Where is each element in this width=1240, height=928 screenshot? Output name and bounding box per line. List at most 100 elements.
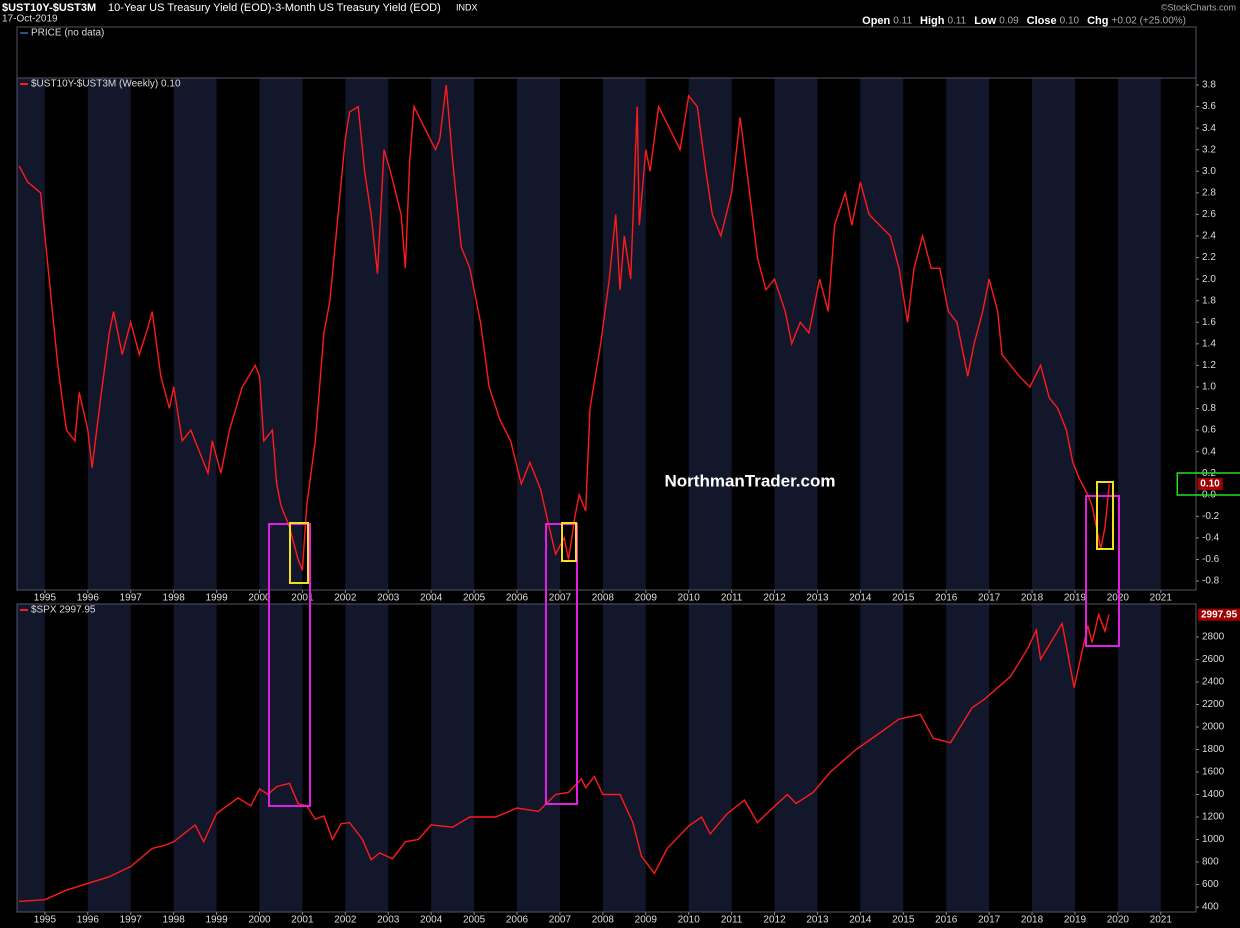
annotation-box	[289, 522, 309, 584]
year-band	[431, 604, 475, 912]
x-tick-label: 2002	[334, 915, 357, 926]
x-tick-label: 2017	[978, 915, 1001, 926]
y-tick-label: 0.6	[1202, 425, 1216, 436]
y-tick-label: 2200	[1202, 699, 1225, 710]
y-tick-label: 1400	[1202, 789, 1225, 800]
x-tick-label: 1997	[120, 593, 143, 604]
x-tick-label: 2011	[721, 915, 743, 926]
x-tick-label: 2011	[721, 593, 743, 604]
stat-label: Open	[862, 15, 890, 27]
last-value-label: 2997.95	[1201, 609, 1238, 620]
year-band	[946, 604, 990, 912]
exchange: INDX	[456, 2, 478, 12]
y-tick-label: 3.4	[1202, 123, 1216, 134]
x-tick-label: 2019	[1064, 915, 1087, 926]
year-band	[1117, 604, 1161, 912]
x-tick-label: 2014	[849, 593, 872, 604]
x-tick-label: 1996	[77, 593, 100, 604]
x-tick-label: 2012	[763, 593, 786, 604]
x-tick-label: 2018	[1021, 593, 1044, 604]
stat-label: Chg	[1087, 15, 1108, 27]
y-tick-label: 2.8	[1202, 187, 1216, 198]
x-tick-label: 2015	[892, 593, 915, 604]
y-tick-label: 2.2	[1202, 252, 1216, 263]
x-tick-label: 2005	[463, 593, 486, 604]
y-tick-label: 3.8	[1202, 80, 1216, 91]
y-tick-label: 2.4	[1202, 231, 1216, 242]
last-value-box	[1197, 477, 1223, 490]
x-tick-label: 2013	[806, 593, 829, 604]
x-tick-label: 2002	[334, 593, 357, 604]
year-band	[345, 604, 389, 912]
last-value-marker: 2997.95	[1198, 608, 1240, 621]
x-tick-label: 1998	[163, 593, 186, 604]
y-tick-label: 3.2	[1202, 144, 1216, 155]
annotation-box	[1085, 495, 1120, 647]
x-tick-label: 1998	[163, 915, 186, 926]
last-value-marker: 0.10	[1176, 472, 1240, 496]
y-tick-label: 800	[1202, 857, 1219, 868]
legend-label: $UST10Y-$UST3M (Weekly) 0.10	[31, 79, 181, 90]
stat-value: +0.02 (+25.00%)	[1112, 16, 1187, 27]
x-tick-label: 2018	[1021, 915, 1044, 926]
x-tick-label: 2004	[420, 593, 443, 604]
year-band	[345, 78, 389, 590]
y-tick-label: 1000	[1202, 834, 1225, 845]
x-tick-label: 2001	[291, 915, 314, 926]
last-value-highlight	[1176, 472, 1240, 496]
year-band	[259, 78, 303, 590]
stat-value: 0.09	[999, 16, 1019, 27]
y-tick-label: 1.0	[1202, 382, 1216, 393]
x-tick-label: 2005	[463, 915, 486, 926]
x-tick-label: 2003	[377, 593, 400, 604]
y-tick-label: 1.2	[1202, 360, 1216, 371]
year-band	[946, 78, 990, 590]
y-tick-label: 1.8	[1202, 295, 1216, 306]
x-tick-label: 2008	[592, 593, 615, 604]
annotations	[268, 481, 1120, 807]
x-tick-label: 2009	[635, 915, 658, 926]
x-tick-label: 2008	[592, 915, 615, 926]
x-tick-label: 2010	[678, 593, 701, 604]
annotation-box	[1096, 481, 1114, 550]
x-tick-label: 2021	[1150, 593, 1173, 604]
x-tick-label: 2015	[892, 915, 915, 926]
y-tick-label: 600	[1202, 879, 1219, 890]
x-tick-label: 1999	[205, 915, 228, 926]
x-tick-label: 2016	[935, 593, 958, 604]
year-band	[688, 78, 732, 590]
x-tick-label: 2021	[1150, 915, 1173, 926]
y-tick-label: 1.6	[1202, 317, 1216, 328]
year-band	[517, 604, 560, 912]
x-tick-label: 2019	[1064, 593, 1087, 604]
x-tick-label: 1997	[120, 915, 143, 926]
date: 17-Oct-2019	[2, 14, 58, 25]
x-tick-label: 2007	[549, 593, 572, 604]
x-tick-label: 2014	[849, 915, 872, 926]
y-tick-label: -0.4	[1202, 533, 1220, 544]
last-value-box	[1198, 608, 1240, 621]
x-tick-label: 2003	[377, 915, 400, 926]
panel-frame	[16, 77, 1197, 591]
x-tick-label: 2012	[763, 915, 786, 926]
x-tick-label: 2006	[506, 593, 529, 604]
year-band	[173, 604, 217, 912]
watermark: NorthmanTrader.com	[665, 471, 836, 490]
stat-label: Close	[1027, 15, 1057, 27]
year-band	[860, 78, 904, 590]
y-tick-label: -0.6	[1202, 554, 1220, 565]
y-tick-label: 2600	[1202, 654, 1225, 665]
x-tick-label: 1999	[205, 593, 228, 604]
x-tick-label: 2000	[248, 593, 271, 604]
y-tick-label: 1200	[1202, 812, 1225, 823]
y-tick-label: 1600	[1202, 767, 1225, 778]
x-tick-label: 2001	[291, 593, 314, 604]
year-band	[602, 78, 646, 590]
series-line	[18, 84, 1110, 571]
year-band	[774, 604, 818, 912]
stat-value: 0.11	[947, 16, 966, 27]
x-tick-label: 1996	[77, 915, 100, 926]
year-band	[860, 604, 904, 912]
y-tick-label: 2.6	[1202, 209, 1216, 220]
